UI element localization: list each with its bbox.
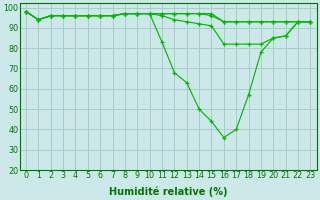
X-axis label: Humidité relative (%): Humidité relative (%) — [109, 186, 228, 197]
